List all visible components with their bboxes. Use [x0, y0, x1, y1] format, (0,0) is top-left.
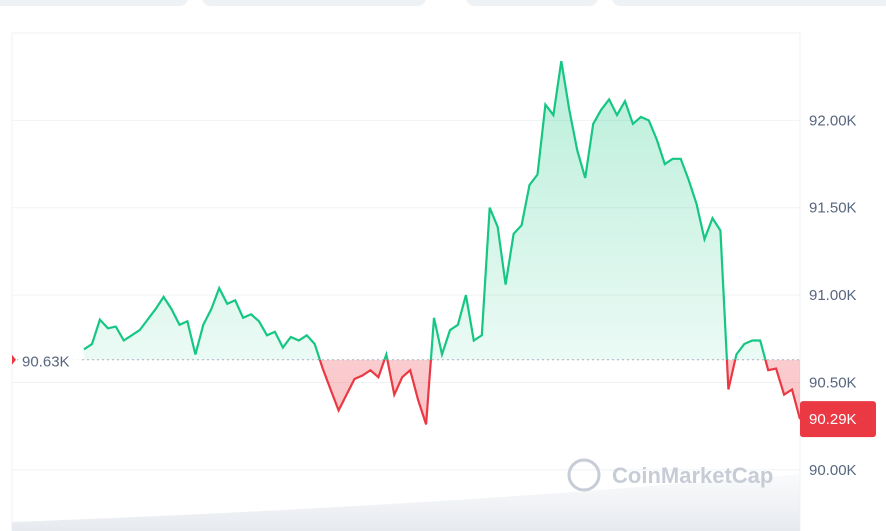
marks	[12, 60, 802, 425]
baseline-marker	[12, 354, 16, 365]
y-tick-label: 91.50K	[809, 200, 857, 217]
y-tick-label: 91.00K	[809, 287, 857, 304]
price-line-up	[83, 60, 767, 360]
last-price-label: 90.29K	[809, 411, 857, 428]
watermark-logo	[567, 458, 601, 492]
y-tick-label: 90.50K	[809, 374, 857, 391]
last-price-box	[800, 401, 876, 438]
labels: 90.00K 90.50K 91.00K 91.50K 92.00K 90.29K 90.6…	[12, 112, 876, 492]
y-tick-label: 90.00K	[809, 462, 857, 479]
volume-area	[12, 474, 800, 531]
tab[interactable]	[612, 0, 886, 6]
area-up	[84, 61, 766, 360]
y-tick-label: 92.00K	[809, 112, 857, 129]
baseline-label-bg	[18, 349, 80, 370]
area-down	[84, 359, 800, 425]
top-tabs	[0, 0, 886, 6]
tab[interactable]	[202, 0, 426, 6]
tab[interactable]	[466, 0, 598, 6]
plot-frame	[11, 32, 801, 531]
tab[interactable]	[0, 0, 188, 6]
watermark: CoinMarketCap	[612, 463, 773, 488]
baseline-label: 90.63K	[22, 354, 70, 371]
